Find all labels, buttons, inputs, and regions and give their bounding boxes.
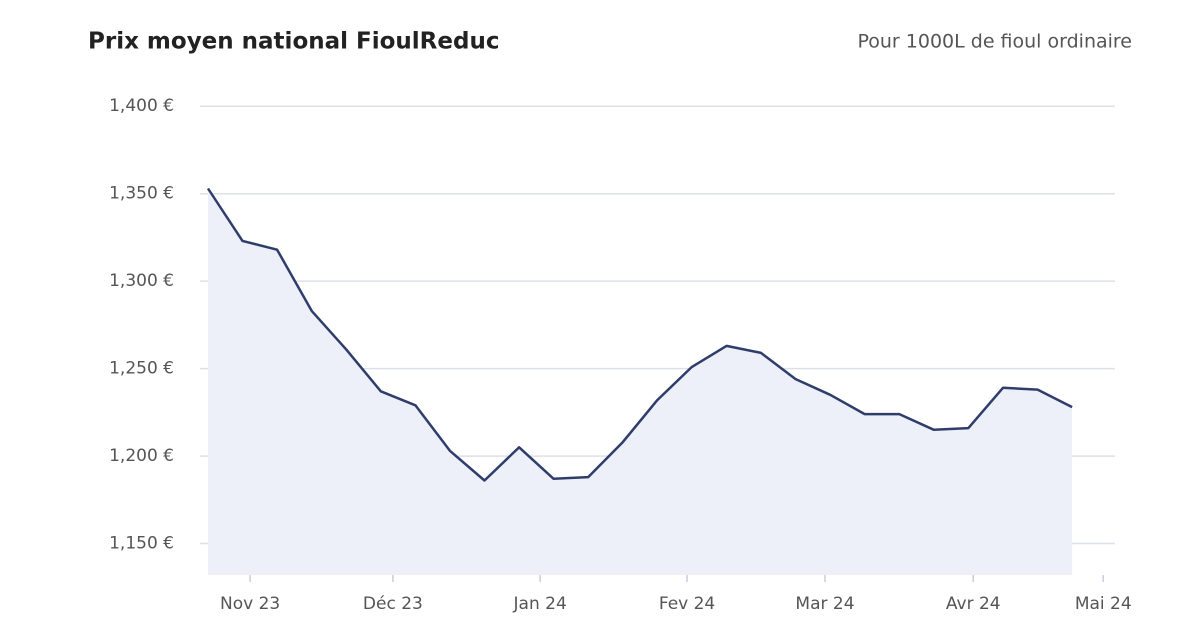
line bbox=[206, 187, 1073, 482]
x-tick-label: Jan 24 bbox=[513, 594, 567, 614]
chart-subtitle: Pour 1000L de fioul ordinaire bbox=[857, 31, 1132, 53]
y-tick-label: 1,300 € bbox=[109, 271, 174, 291]
area bbox=[207, 188, 1073, 575]
y-tick-label: 1,250 € bbox=[109, 359, 174, 379]
x-tick-label: Mai 24 bbox=[1075, 594, 1132, 614]
y-tick-label: 1,400 € bbox=[109, 96, 174, 116]
x-tick-label: Avr 24 bbox=[946, 594, 1001, 614]
x-tick-label: Nov 23 bbox=[220, 594, 280, 614]
x-tick-label: Fev 24 bbox=[659, 594, 715, 614]
x-tick-label: Mar 24 bbox=[795, 594, 854, 614]
chart-title: Prix moyen national FioulReduc bbox=[88, 29, 499, 55]
x-tick-label: Déc 23 bbox=[363, 594, 423, 614]
y-tick-label: 1,200 € bbox=[109, 446, 174, 466]
y-tick-label: 1,150 € bbox=[109, 534, 174, 554]
y-tick-label: 1,350 € bbox=[109, 184, 174, 204]
